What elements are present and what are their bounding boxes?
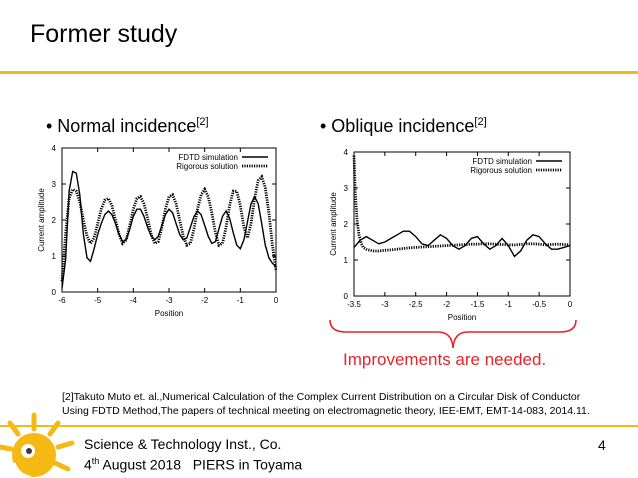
chart0-legend-label: FDTD simulation (178, 153, 238, 162)
chart1-ytick-label: 4 (344, 148, 349, 157)
chart1-legend-label: FDTD simulation (472, 157, 532, 166)
bullet-oblique-text: • Oblique incidence (320, 116, 475, 136)
chart1-xtick-label: -2 (443, 300, 451, 309)
bullet-normal-text: • Normal incidence (46, 116, 197, 136)
footer-date-venue: 4th August 2018 PIERS in Toyama (84, 456, 302, 473)
footer-divider (0, 425, 638, 427)
sun-logo-icon (0, 412, 75, 478)
chart1-xtick-label: -3.5 (347, 300, 361, 309)
chart1-series-fdtd-line (353, 230, 571, 258)
chart1-ytick-label: 1 (344, 256, 349, 265)
reference-citation: [2]Takuto Muto et. al.,Numerical Calcula… (62, 390, 590, 418)
chart1-ytick-label: 0 (344, 292, 349, 301)
reference-line-1: [2]Takuto Muto et. al.,Numerical Calcula… (62, 391, 581, 403)
chart0-xtick-label: -1 (237, 296, 245, 305)
bullet-oblique-incidence: • Oblique incidence[2] (320, 116, 487, 137)
bullet-oblique-ref: [2] (474, 116, 487, 128)
chart0-xtick-label: -4 (130, 296, 138, 305)
bullet-normal-ref: [2] (196, 116, 209, 128)
normal-incidence-chart: -6 -5 -4 -3 -2 -1 0 0 1 2 3 4 Position Current amplit… (37, 144, 279, 318)
chart1-xlabel: Position (448, 313, 476, 322)
title-divider (0, 71, 638, 74)
chart0-ytick-label: 3 (52, 180, 57, 189)
chart1-xtick-label: -1 (505, 300, 513, 309)
chart1-plot-frame (353, 151, 571, 297)
chart1-ytick-label: 2 (344, 220, 349, 229)
chart0-ytick-label: 4 (52, 144, 57, 153)
footer-date-rest: August 2018 PIERS in Toyama (99, 456, 303, 473)
chart0-series-fdtd-line (61, 170, 277, 289)
chart1-ylabel: Current amplitude (329, 192, 338, 256)
chart0-ytick-label: 1 (52, 252, 57, 261)
footer-date-day: 4 (84, 456, 92, 473)
chart1-xtick-label: -2.5 (409, 300, 423, 309)
chart0-xtick-label: -5 (94, 296, 102, 305)
chart0-ylabel: Current amplitude (37, 188, 46, 252)
footer-date-suffix: th (91, 456, 100, 466)
chart1-xtick-label: -1.5 (471, 300, 485, 309)
chart0-xtick-label: -6 (58, 296, 66, 305)
improvements-callout: Improvements are needed. (343, 350, 547, 369)
bullet-normal-incidence: • Normal incidence[2] (46, 116, 209, 137)
chart0-xlabel: Position (155, 309, 183, 318)
chart0-xtick-label: -2 (201, 296, 209, 305)
oblique-incidence-chart: -3.5 -3 -2.5 -2 -1.5 -1 -0.5 0 0 1 2 3 4 Position Curr… (329, 148, 573, 322)
chart1-legend-label: Rigorous solution (470, 166, 532, 175)
footer-organization: Science & Technology Inst., Co. (84, 436, 282, 452)
chart1-ytick-label: 3 (344, 184, 349, 193)
chart1-xtick-label: -3 (381, 300, 389, 309)
chart0-xtick-label: -3 (165, 296, 173, 305)
page-number: 4 (598, 437, 606, 453)
chart0-ytick-label: 2 (52, 216, 57, 225)
chart0-xtick-label: 0 (274, 296, 279, 305)
chart0-series-rigorous-line (60, 174, 278, 282)
chart1-xtick-label: 0 (568, 300, 573, 309)
slide-title: Former study (30, 20, 178, 48)
chart1-xtick-label: -0.5 (532, 300, 546, 309)
chart1-series-rigorous-line (352, 155, 571, 253)
reference-line-2: Using FDTD Method,The papers of technica… (62, 405, 590, 417)
brace-icon (329, 319, 577, 349)
chart0-legend-label: Rigorous solution (176, 162, 238, 171)
chart0-ytick-label: 0 (52, 288, 57, 297)
